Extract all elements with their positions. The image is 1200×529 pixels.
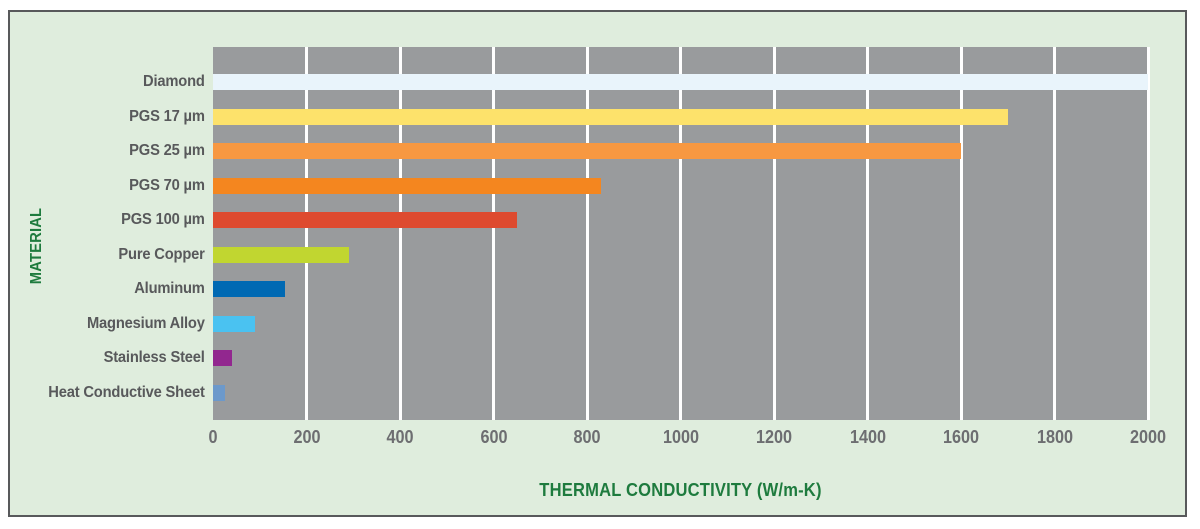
- bar-rows: Diamond PGS 17 µm PGS 25 µm PGS 70 µm PGS 10…: [30, 65, 1148, 410]
- x-tick-label: 2000: [1129, 427, 1167, 447]
- bar: [213, 143, 961, 160]
- bar: [213, 246, 349, 263]
- category-label: Heat Conductive Sheet: [48, 383, 205, 401]
- bar: [213, 108, 1008, 125]
- x-axis-ticks: 0 200 400 600 800 1000 1200 1400 1600 1800 2000: [208, 427, 1166, 447]
- bar: [213, 350, 232, 367]
- bar: [213, 74, 1148, 91]
- x-tick-label: 600: [479, 427, 508, 447]
- chart-row: PGS 17 µm: [30, 100, 1148, 135]
- chart-row: Diamond: [30, 65, 1148, 100]
- x-tick-label: 1600: [942, 427, 980, 447]
- x-axis-title: THERMAL CONDUCTIVITY (W/m-K): [539, 480, 822, 500]
- x-tick-label: 1200: [755, 427, 793, 447]
- x-tick-label: 1000: [662, 427, 699, 447]
- bar: [213, 384, 225, 401]
- chart-row: Pure Copper: [30, 238, 1148, 273]
- x-tick-label: 800: [573, 427, 601, 447]
- bar: [213, 212, 517, 229]
- x-tick-label: 200: [292, 427, 321, 447]
- chart-row: PGS 100 µm: [30, 203, 1148, 238]
- gridline: [1053, 47, 1056, 420]
- x-tick-label: 1400: [849, 427, 886, 447]
- category-label: PGS 70 µm: [129, 176, 205, 194]
- category-label: Diamond: [143, 73, 205, 91]
- gridline: [866, 47, 869, 420]
- bar: [213, 315, 256, 332]
- y-axis-title: MATERIAL: [28, 207, 45, 285]
- gridline: [772, 47, 776, 420]
- chart-row: Stainless Steel: [30, 341, 1148, 376]
- x-tick-label: 0: [208, 427, 218, 447]
- chart-row: Aluminum: [30, 272, 1148, 307]
- category-label: Magnesium Alloy: [86, 314, 205, 332]
- chart-row: Heat Conductive Sheet: [30, 376, 1148, 411]
- category-label: Aluminum: [134, 280, 205, 298]
- chart-row: PGS 70 µm: [30, 169, 1148, 204]
- gridline: [679, 47, 682, 420]
- category-label: PGS 17 µm: [129, 107, 205, 125]
- x-axis-title-wrap: THERMAL CONDUCTIVITY (W/m-K): [213, 480, 1148, 501]
- gridline: [585, 47, 589, 420]
- gridline: [305, 47, 308, 420]
- bar: [213, 177, 602, 194]
- gridline: [398, 47, 402, 420]
- x-tick-label: 1800: [1036, 427, 1073, 447]
- bar: [213, 281, 286, 298]
- category-label: PGS 100 µm: [121, 211, 205, 229]
- gridline: [959, 47, 963, 420]
- category-label: PGS 25 µm: [129, 142, 205, 160]
- gridline: [1146, 47, 1150, 420]
- x-tick-label: 400: [386, 427, 414, 447]
- chart-row: PGS 25 µm: [30, 134, 1148, 169]
- chart-row: Magnesium Alloy: [30, 307, 1148, 342]
- category-label: Pure Copper: [118, 245, 205, 263]
- category-label: Stainless Steel: [103, 349, 205, 367]
- gridline: [492, 47, 495, 420]
